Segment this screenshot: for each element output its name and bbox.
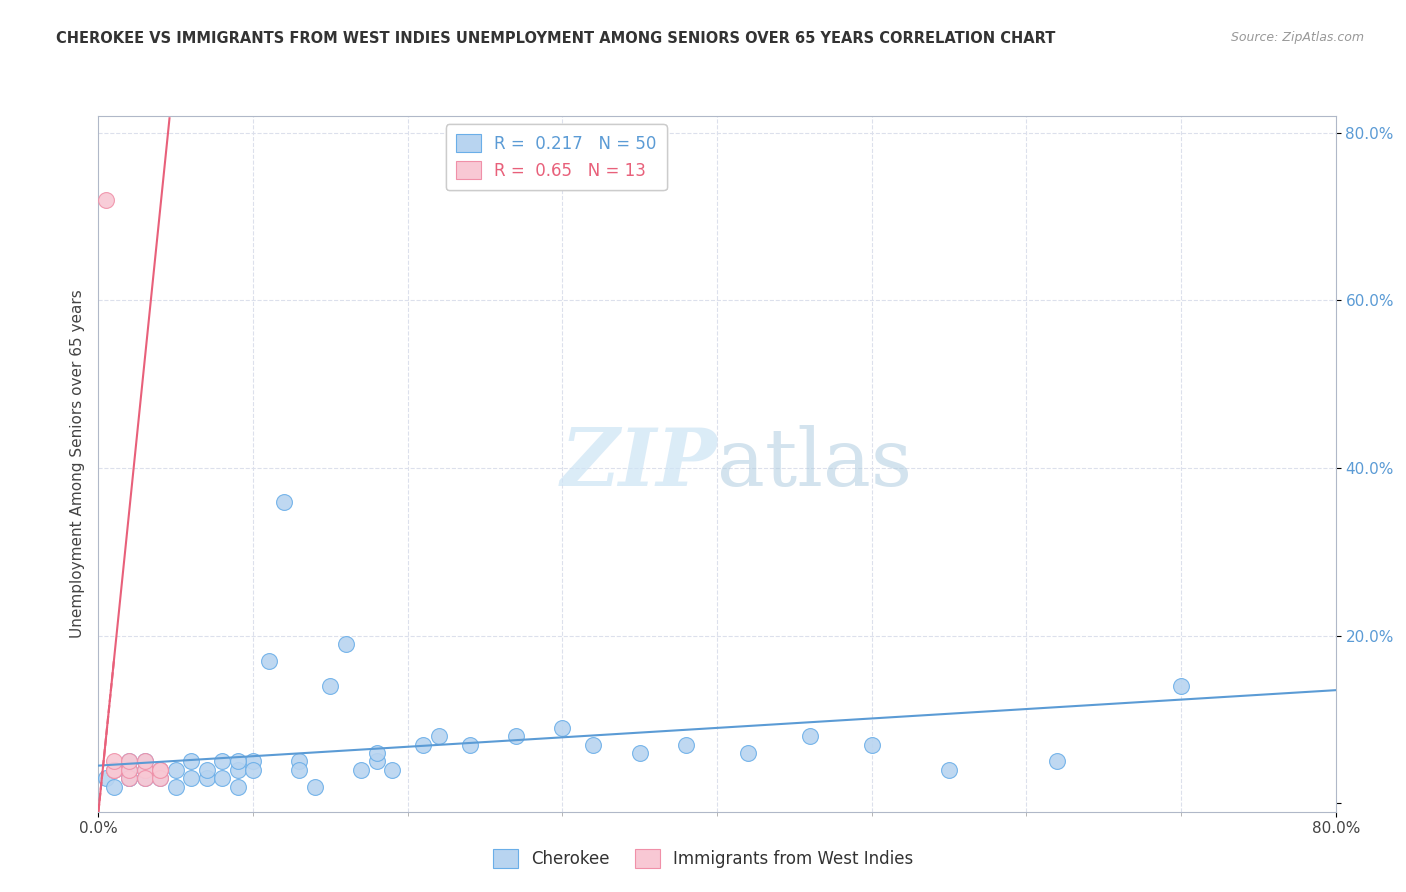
Point bbox=[288, 755, 311, 769]
Point bbox=[1170, 679, 1192, 693]
Point bbox=[226, 755, 249, 769]
Text: Source: ZipAtlas.com: Source: ZipAtlas.com bbox=[1230, 31, 1364, 45]
Point bbox=[582, 738, 605, 752]
Point bbox=[628, 746, 651, 760]
Point bbox=[180, 771, 202, 785]
Point bbox=[381, 763, 404, 777]
Y-axis label: Unemployment Among Seniors over 65 years: Unemployment Among Seniors over 65 years bbox=[69, 290, 84, 638]
Point bbox=[799, 729, 821, 743]
Point bbox=[304, 780, 326, 794]
Point bbox=[242, 763, 264, 777]
Point bbox=[118, 763, 141, 777]
Point bbox=[273, 494, 295, 508]
Point bbox=[118, 771, 141, 785]
Point bbox=[165, 780, 187, 794]
Point bbox=[412, 738, 434, 752]
Point bbox=[149, 771, 172, 785]
Point bbox=[211, 771, 233, 785]
Point bbox=[134, 771, 156, 785]
Point bbox=[257, 654, 280, 668]
Point bbox=[335, 637, 357, 651]
Point bbox=[118, 771, 141, 785]
Point bbox=[737, 746, 759, 760]
Text: ZIP: ZIP bbox=[560, 425, 717, 502]
Point bbox=[675, 738, 697, 752]
Text: atlas: atlas bbox=[717, 425, 912, 503]
Point bbox=[149, 763, 172, 777]
Point bbox=[319, 679, 342, 693]
Point bbox=[103, 763, 125, 777]
Point bbox=[860, 738, 883, 752]
Point bbox=[103, 763, 125, 777]
Point bbox=[226, 780, 249, 794]
Point bbox=[1046, 755, 1069, 769]
Point bbox=[134, 763, 156, 777]
Point bbox=[103, 780, 125, 794]
Point bbox=[165, 763, 187, 777]
Point bbox=[149, 763, 172, 777]
Point bbox=[134, 755, 156, 769]
Point bbox=[149, 771, 172, 785]
Point bbox=[118, 763, 141, 777]
Point bbox=[118, 755, 141, 769]
Point bbox=[103, 763, 125, 777]
Legend: Cherokee, Immigrants from West Indies: Cherokee, Immigrants from West Indies bbox=[486, 843, 920, 875]
Legend: R =  0.217   N = 50, R =  0.65   N = 13: R = 0.217 N = 50, R = 0.65 N = 13 bbox=[446, 124, 666, 190]
Point bbox=[118, 771, 141, 785]
Point bbox=[195, 771, 218, 785]
Point bbox=[226, 763, 249, 777]
Point bbox=[134, 763, 156, 777]
Point bbox=[366, 755, 388, 769]
Point bbox=[505, 729, 527, 743]
Point bbox=[938, 763, 960, 777]
Point bbox=[427, 729, 450, 743]
Point bbox=[195, 763, 218, 777]
Point bbox=[149, 763, 172, 777]
Point bbox=[458, 738, 481, 752]
Point bbox=[134, 771, 156, 785]
Point bbox=[134, 755, 156, 769]
Point bbox=[366, 746, 388, 760]
Text: CHEROKEE VS IMMIGRANTS FROM WEST INDIES UNEMPLOYMENT AMONG SENIORS OVER 65 YEARS: CHEROKEE VS IMMIGRANTS FROM WEST INDIES … bbox=[56, 31, 1056, 46]
Point bbox=[551, 721, 574, 735]
Point bbox=[242, 755, 264, 769]
Point bbox=[96, 193, 118, 207]
Point bbox=[180, 755, 202, 769]
Point bbox=[211, 755, 233, 769]
Point bbox=[118, 755, 141, 769]
Point bbox=[350, 763, 373, 777]
Point bbox=[96, 771, 118, 785]
Point bbox=[288, 763, 311, 777]
Point bbox=[103, 755, 125, 769]
